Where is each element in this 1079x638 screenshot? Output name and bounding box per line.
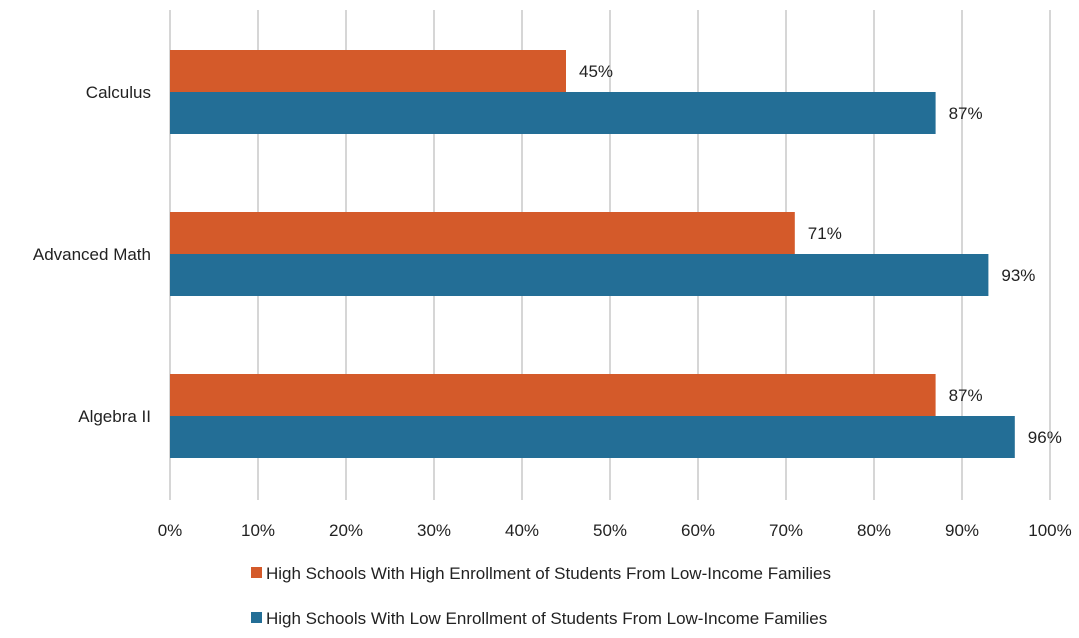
legend-swatch [251, 612, 262, 623]
bar [170, 416, 1015, 458]
x-tick-label: 40% [505, 521, 539, 540]
legend-label: High Schools With Low Enrollment of Stud… [266, 609, 827, 628]
x-tick-label: 90% [945, 521, 979, 540]
category-label: Algebra II [78, 407, 151, 426]
x-tick-label: 10% [241, 521, 275, 540]
bars [170, 50, 1015, 458]
data-label: 87% [949, 386, 983, 405]
data-label: 45% [579, 62, 613, 81]
x-tick-label: 20% [329, 521, 363, 540]
category-label: Advanced Math [33, 245, 151, 264]
x-tick-label: 80% [857, 521, 891, 540]
legend: High Schools With High Enrollment of Stu… [251, 564, 831, 628]
x-tick-label: 50% [593, 521, 627, 540]
data-label: 87% [949, 104, 983, 123]
category-labels: Calculus Advanced Math Algebra II [33, 83, 151, 426]
legend-label: High Schools With High Enrollment of Stu… [266, 564, 831, 583]
legend-swatch [251, 567, 262, 578]
bar [170, 50, 566, 92]
data-label: 93% [1001, 266, 1035, 285]
bar [170, 92, 936, 134]
data-labels: 45% 87% 71% 93% 87% 96% [579, 62, 1062, 447]
x-tick-label: 30% [417, 521, 451, 540]
x-tick-label: 100% [1028, 521, 1071, 540]
x-tick-label: 60% [681, 521, 715, 540]
x-tick-label: 70% [769, 521, 803, 540]
bar [170, 212, 795, 254]
data-label: 96% [1028, 428, 1062, 447]
x-axis-tick-labels: 0% 10% 20% 30% 40% 50% 60% 70% 80% 90% 100% [158, 521, 1072, 540]
data-label: 71% [808, 224, 842, 243]
bar [170, 254, 989, 296]
category-label: Calculus [86, 83, 151, 102]
x-tick-label: 0% [158, 521, 183, 540]
bar [170, 374, 936, 416]
